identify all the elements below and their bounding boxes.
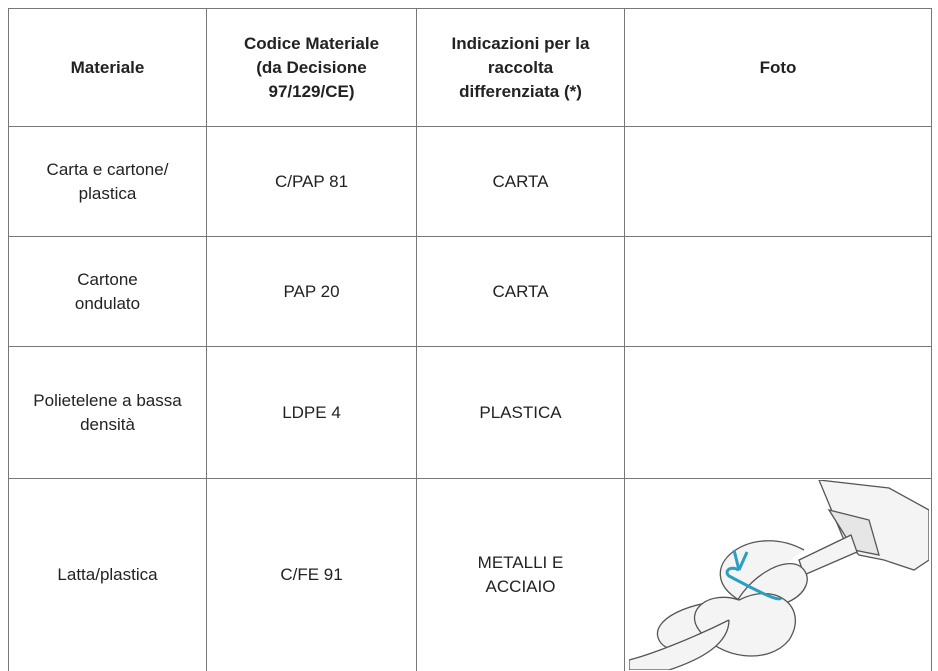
recycling-table: Materiale Codice Materiale (da Decisione…	[8, 8, 932, 671]
cell: METALLI E ACCIAIO	[417, 479, 625, 671]
cell: CARTA	[417, 127, 625, 237]
cell: Polietelene a bassa densità	[9, 347, 207, 479]
row: Polietelene a bassa densità LDPE 4 PLAST…	[9, 347, 932, 479]
photo-cell	[625, 347, 932, 479]
row: Latta/plastica C/FE 91 METALLI E ACCIAIO	[9, 479, 932, 671]
cell: Carta e cartone/ plastica	[9, 127, 207, 237]
header-cell: Codice Materiale (da Decisione 97/129/CE…	[207, 9, 417, 127]
header-cell: Materiale	[9, 9, 207, 127]
header-cell: Foto	[625, 9, 932, 127]
cell: C/PAP 81	[207, 127, 417, 237]
cell: Cartone ondulato	[9, 237, 207, 347]
photo-cell	[625, 237, 932, 347]
row: Cartone ondulato PAP 20 CARTA	[9, 237, 932, 347]
cell: C/FE 91	[207, 479, 417, 671]
cell: PLASTICA	[417, 347, 625, 479]
row: Carta e cartone/ plastica C/PAP 81 CARTA	[9, 127, 932, 237]
cell: Latta/plastica	[9, 479, 207, 671]
photo-cell	[625, 127, 932, 237]
cell: CARTA	[417, 237, 625, 347]
cell: LDPE 4	[207, 347, 417, 479]
header-row: Materiale Codice Materiale (da Decisione…	[9, 9, 932, 127]
photo-cell	[625, 479, 932, 671]
cable-illustration	[629, 480, 929, 670]
cell: PAP 20	[207, 237, 417, 347]
header-cell: Indicazioni per la raccolta differenziat…	[417, 9, 625, 127]
